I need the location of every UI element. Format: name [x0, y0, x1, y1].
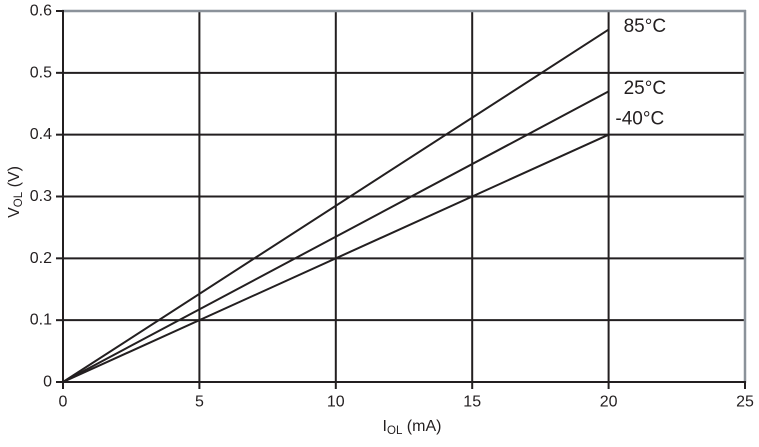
y-tick-label: 0.4	[30, 126, 52, 143]
x-tick-label: 0	[59, 393, 68, 410]
series-annotation: -40°C	[615, 109, 664, 130]
x-tick-label: 5	[195, 393, 204, 410]
x-axis-label-unit: (mA)	[402, 418, 442, 435]
y-tick-label: 0.2	[30, 250, 52, 267]
series-line-25cc	[62, 90, 610, 383]
y-tick-label: 0.5	[30, 64, 52, 81]
x-tick-label: 10	[327, 393, 345, 410]
x-tick-label: 15	[463, 393, 481, 410]
y-tick-label: 0.3	[30, 188, 52, 205]
series-annotation: 85°C	[624, 16, 666, 37]
y-axis-label-unit: (V)	[6, 166, 23, 192]
x-tick-label: 25	[736, 393, 754, 410]
x-axis-label: IOL (mA)	[352, 418, 472, 437]
y-axis-label: VOL (V)	[6, 132, 25, 252]
series-line--40cc	[62, 133, 610, 383]
y-tick-label: 0.1	[30, 312, 52, 329]
y-tick-label: 0	[43, 374, 52, 391]
y-axis-label-subscript: OL	[12, 191, 25, 208]
series-annotation: 25°C	[624, 78, 666, 99]
y-axis-label-symbol: V	[6, 207, 23, 218]
series-line-85cc	[62, 28, 610, 383]
x-tick-label: 20	[600, 393, 618, 410]
y-tick-label: 0.6	[30, 3, 52, 20]
x-axis-label-symbol: I	[382, 418, 387, 435]
x-axis-label-subscript: OL	[386, 424, 403, 437]
